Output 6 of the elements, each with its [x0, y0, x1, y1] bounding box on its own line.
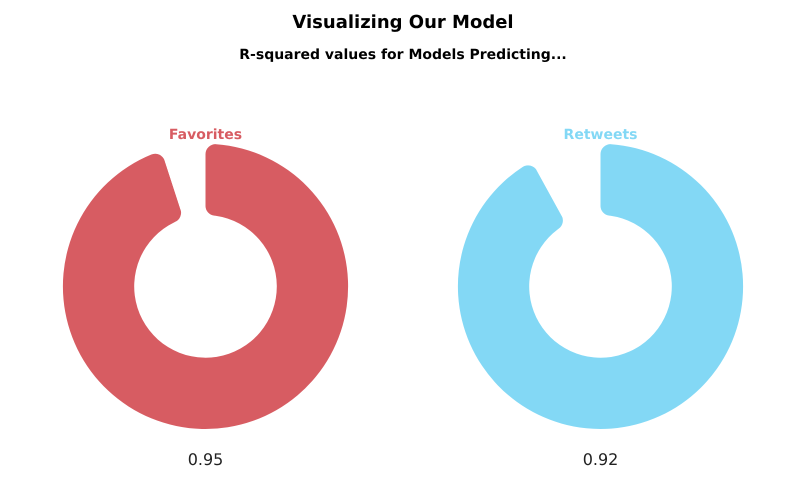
data-label: 0.95 [188, 450, 224, 470]
chart-title: Retweets [564, 127, 638, 144]
text: R-squared values for Models Predicting... [238, 47, 568, 63]
data-label: 0.92 [582, 450, 618, 470]
text: Visualizing Our Model [291, 11, 515, 33]
chart-title: Favorites [168, 127, 242, 144]
